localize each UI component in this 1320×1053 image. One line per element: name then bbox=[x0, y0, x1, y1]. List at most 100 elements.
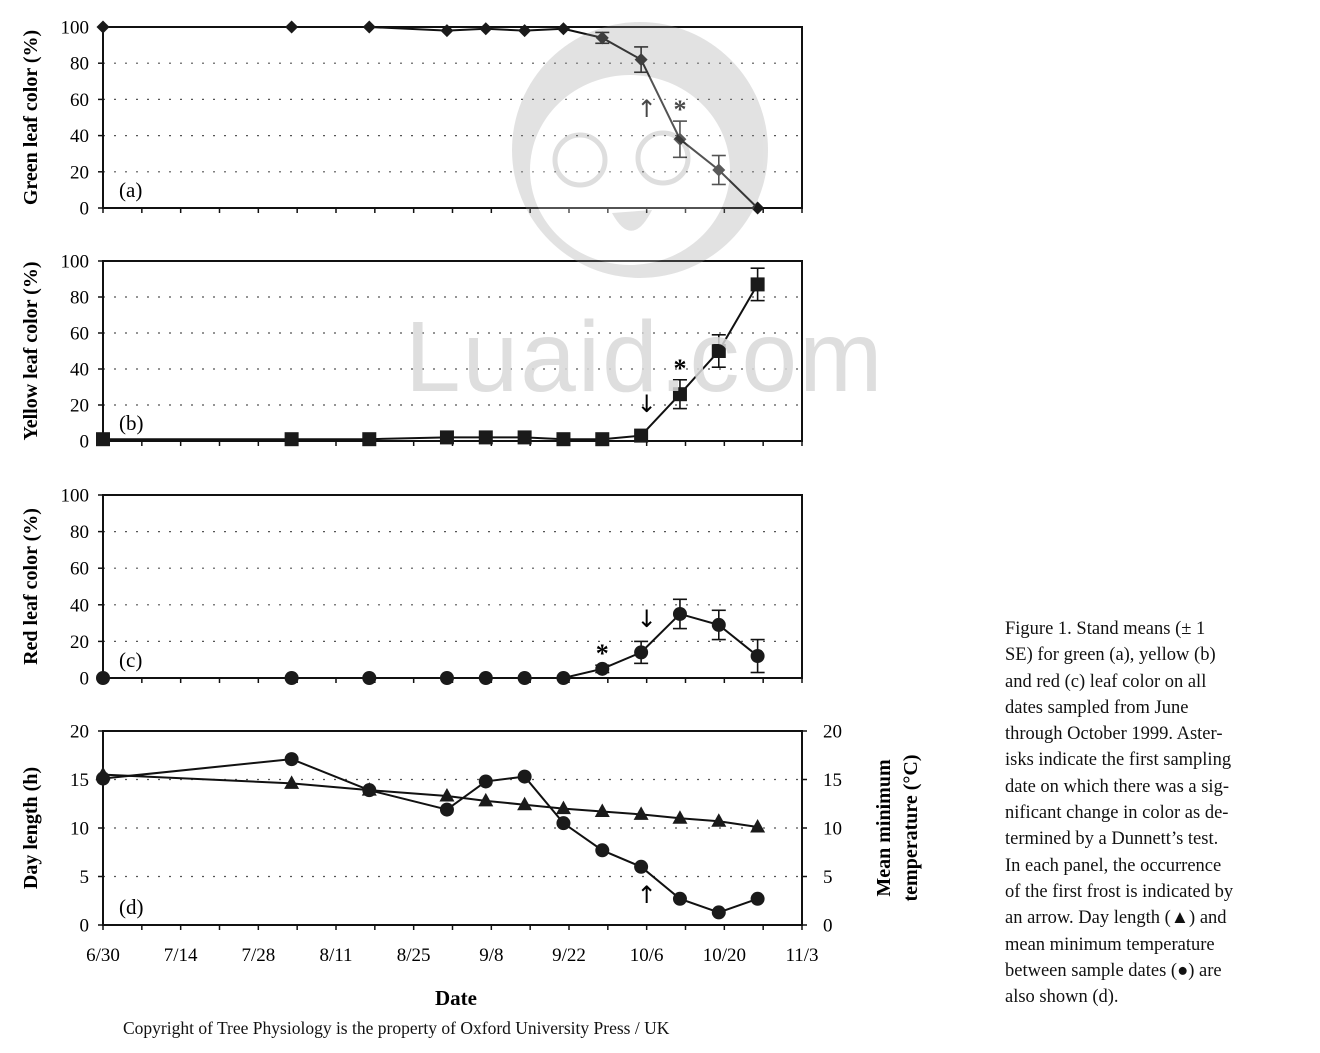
data-point-diamond bbox=[556, 22, 570, 36]
data-point-circle bbox=[478, 774, 493, 789]
data-point-circle bbox=[96, 771, 110, 786]
caption-line: isks indicate the first sampling bbox=[1005, 750, 1232, 771]
caption-line: also shown (d). bbox=[1005, 987, 1119, 1008]
chart-panel-d: 0 5 10 15 20 Day length (h) (d) 0 5 10 15 20 Mean mi… bbox=[20, 722, 922, 1011]
data-point-circle bbox=[96, 671, 110, 685]
chart-panel-b: 0 20 40 60 80 100 Yellow leaf color (%) (b) * ↓ bbox=[20, 252, 803, 453]
data-point-circle bbox=[284, 671, 299, 685]
y-axis-title: Red leaf color (%) bbox=[20, 508, 42, 665]
data-point-circle bbox=[711, 617, 726, 632]
data-point-diamond bbox=[440, 24, 454, 38]
y-tick-label: 20 bbox=[70, 722, 89, 743]
series-line bbox=[102, 773, 758, 829]
y-right-tick-label: 0 bbox=[823, 916, 833, 937]
data-point-circle bbox=[672, 891, 687, 906]
y-tick-label: 80 bbox=[70, 288, 89, 309]
caption-line: termined by a Dunnett’s test. bbox=[1005, 829, 1219, 850]
series-line bbox=[102, 758, 758, 914]
data-point-square bbox=[711, 344, 726, 358]
y-tick-label: 100 bbox=[61, 18, 90, 39]
y-tick-label: 40 bbox=[70, 595, 89, 616]
data-point-square bbox=[672, 387, 687, 402]
y-right-tick-label: 10 bbox=[823, 819, 842, 840]
data-point-square bbox=[750, 277, 765, 292]
panel-label: (c) bbox=[119, 648, 142, 672]
data-point-circle bbox=[750, 891, 765, 906]
data-point-circle bbox=[517, 769, 532, 784]
y-tick-label: 40 bbox=[70, 360, 89, 381]
x-tick-label: 10/20 bbox=[703, 945, 746, 966]
x-tick-label: 7/28 bbox=[241, 945, 275, 966]
y-tick-label: 0 bbox=[80, 199, 90, 220]
series-line bbox=[103, 612, 759, 679]
caption-line: date on which there was a sig- bbox=[1005, 776, 1229, 797]
x-axis-title: Date bbox=[435, 986, 477, 1010]
significance-asterisk: * bbox=[673, 354, 686, 383]
x-tick-label: 9/8 bbox=[479, 945, 503, 966]
data-point-diamond bbox=[595, 31, 609, 45]
data-point-circle bbox=[672, 606, 687, 621]
y-tick-label: 20 bbox=[70, 632, 89, 653]
significance-asterisk: * bbox=[596, 639, 609, 668]
data-point-diamond bbox=[751, 201, 765, 215]
data-point-circle bbox=[634, 645, 649, 660]
watermark-text: Luaid.com bbox=[405, 301, 885, 413]
mascot-face bbox=[530, 75, 730, 265]
data-point-triangle bbox=[284, 775, 300, 789]
caption-line: and red (c) leaf color on all bbox=[1005, 671, 1207, 692]
y-tick-label: 60 bbox=[70, 559, 89, 580]
data-point-diamond bbox=[96, 20, 110, 34]
data-point-diamond bbox=[712, 163, 726, 177]
y-tick-label: 0 bbox=[80, 432, 90, 453]
figure-caption: Figure 1. Stand means (± 1 SE) for green… bbox=[1005, 616, 1290, 1010]
y-tick-label: 100 bbox=[61, 486, 90, 507]
y-tick-label: 15 bbox=[70, 770, 89, 791]
data-point-square bbox=[284, 432, 299, 447]
copyright-notice: Copyright of Tree Physiology is the prop… bbox=[123, 1018, 670, 1038]
y-right-axis-title-line: temperature (°C) bbox=[900, 754, 922, 901]
panel-label: (d) bbox=[119, 895, 144, 919]
caption-line: between sample dates (●) are bbox=[1005, 960, 1222, 981]
x-tick-label: 9/22 bbox=[552, 945, 586, 966]
panel-label: (a) bbox=[119, 178, 142, 202]
caption-line: SE) for green (a), yellow (b) bbox=[1005, 645, 1216, 666]
mascot-eye-left bbox=[552, 132, 608, 188]
data-point-diamond bbox=[479, 22, 493, 36]
mascot-eye-right bbox=[635, 130, 691, 186]
frost-arrow-up: ↑ bbox=[637, 95, 657, 123]
series-line bbox=[103, 26, 759, 209]
x-tick-label: 8/11 bbox=[319, 945, 352, 966]
caption-line: mean minimum temperature bbox=[1005, 934, 1215, 955]
data-point-circle bbox=[517, 671, 532, 685]
y-tick-label: 60 bbox=[70, 90, 89, 111]
frost-arrow-up: ↑ bbox=[637, 881, 657, 909]
data-point-triangle bbox=[672, 810, 688, 824]
caption-line: of the first frost is indicated by bbox=[1005, 881, 1234, 902]
data-point-square bbox=[478, 430, 493, 445]
significance-asterisk: * bbox=[673, 95, 686, 124]
y-right-axis-title-line: Mean minimum bbox=[873, 759, 895, 897]
data-point-square bbox=[595, 432, 610, 447]
data-point-circle bbox=[556, 816, 571, 831]
y-axis-title: Green leaf color (%) bbox=[20, 30, 42, 205]
data-point-diamond bbox=[518, 24, 532, 38]
y-tick-label: 60 bbox=[70, 324, 89, 345]
data-point-circle bbox=[362, 671, 377, 685]
y-tick-label: 0 bbox=[80, 669, 90, 690]
series-line bbox=[103, 283, 759, 441]
y-tick-label: 20 bbox=[70, 162, 89, 183]
data-point-triangle bbox=[750, 819, 766, 833]
frost-arrow-down: ↓ bbox=[637, 390, 657, 418]
data-point-circle bbox=[556, 671, 571, 685]
y-axis-title: Day length (h) bbox=[20, 767, 42, 889]
data-point-square bbox=[439, 430, 454, 445]
data-point-triangle bbox=[478, 792, 494, 807]
data-point-triangle bbox=[517, 796, 533, 811]
y-right-axis-title: Mean minimum temperature (°C) bbox=[873, 754, 922, 901]
data-point-circle bbox=[439, 802, 454, 817]
y-right-tick-label: 5 bbox=[823, 867, 833, 888]
chart-panel-c: 0 20 40 60 80 100 Red leaf color (%) (c) * ↓ bbox=[20, 486, 803, 690]
data-point-triangle bbox=[594, 803, 610, 818]
y-tick-label: 80 bbox=[70, 54, 89, 75]
